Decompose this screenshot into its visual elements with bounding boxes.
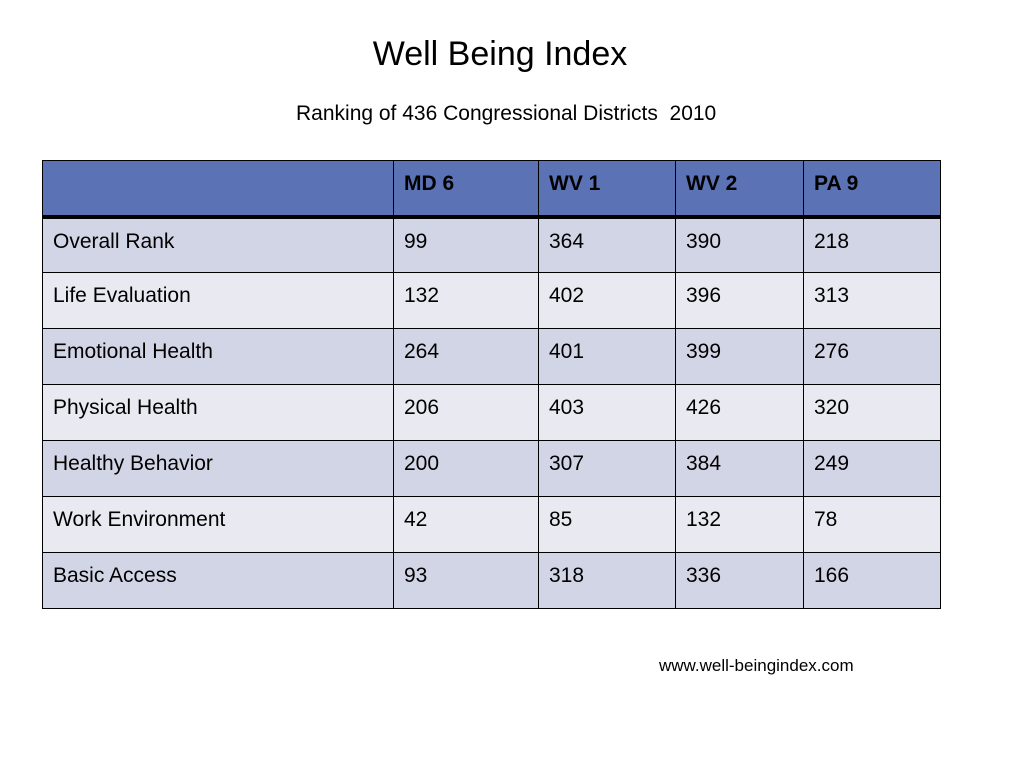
row-label: Life Evaluation: [42, 272, 394, 329]
table-cell: 276: [803, 328, 941, 385]
header-cell-empty: [42, 160, 394, 219]
row-label: Physical Health: [42, 384, 394, 441]
table-row: Overall Rank 99 364 390 218: [42, 216, 941, 273]
table-cell: 318: [538, 552, 676, 609]
table-cell: 132: [393, 272, 539, 329]
table-row: Basic Access 93 318 336 166: [42, 552, 941, 609]
table-cell: 218: [803, 216, 941, 273]
table-cell: 402: [538, 272, 676, 329]
header-cell-wv2: WV 2: [675, 160, 804, 219]
source-url: www.well-beingindex.com: [659, 656, 854, 675]
table-cell: 364: [538, 216, 676, 273]
table-cell: 336: [675, 552, 804, 609]
table-cell: 249: [803, 440, 941, 497]
table-row: Physical Health 206 403 426 320: [42, 384, 941, 441]
table-row: Life Evaluation 132 402 396 313: [42, 272, 941, 329]
slide-title: Well Being Index: [372, 35, 628, 73]
table-cell: 264: [393, 328, 539, 385]
header-cell-wv1: WV 1: [538, 160, 676, 219]
table-cell: 399: [675, 328, 804, 385]
table-cell: 42: [393, 496, 539, 553]
table-cell: 396: [675, 272, 804, 329]
table-cell: 93: [393, 552, 539, 609]
row-label: Basic Access: [42, 552, 394, 609]
table-cell: 78: [803, 496, 941, 553]
table-row: Healthy Behavior 200 307 384 249: [42, 440, 941, 497]
table-cell: 390: [675, 216, 804, 273]
table-cell: 313: [803, 272, 941, 329]
header-cell-md6: MD 6: [393, 160, 539, 219]
table-cell: 403: [538, 384, 676, 441]
slide-subtitle: Ranking of 436 Congressional Districts 2…: [296, 102, 717, 125]
ranking-table: MD 6 WV 1 WV 2 PA 9 Overall Rank 99 364 …: [42, 160, 941, 609]
table-cell: 307: [538, 440, 676, 497]
table-cell: 85: [538, 496, 676, 553]
row-label: Emotional Health: [42, 328, 394, 385]
row-label: Overall Rank: [42, 216, 394, 273]
table-row: Emotional Health 264 401 399 276: [42, 328, 941, 385]
row-label: Healthy Behavior: [42, 440, 394, 497]
table-header-row: MD 6 WV 1 WV 2 PA 9: [42, 160, 941, 219]
table-cell: 99: [393, 216, 539, 273]
row-label: Work Environment: [42, 496, 394, 553]
table-cell: 206: [393, 384, 539, 441]
header-cell-pa9: PA 9: [803, 160, 941, 219]
table-cell: 200: [393, 440, 539, 497]
table-row: Work Environment 42 85 132 78: [42, 496, 941, 553]
table-cell: 426: [675, 384, 804, 441]
table-cell: 384: [675, 440, 804, 497]
table-cell: 401: [538, 328, 676, 385]
table-cell: 320: [803, 384, 941, 441]
table-cell: 166: [803, 552, 941, 609]
table-cell: 132: [675, 496, 804, 553]
